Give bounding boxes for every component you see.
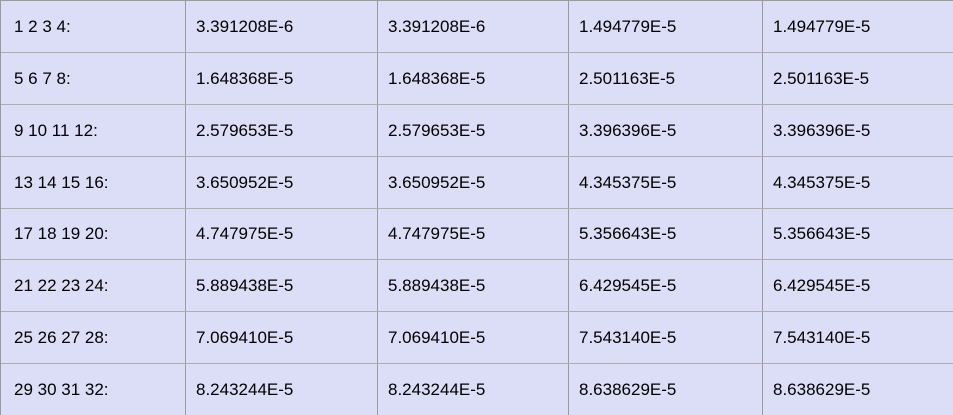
table-row[interactable]: 1 2 3 4: 3.391208E-6 3.391208E-6 1.49477… — [1, 1, 953, 52]
value-cell: 6.429545E-5 — [569, 260, 763, 312]
value-cell: 7.543140E-5 — [569, 312, 763, 364]
value-cell: 4.747975E-5 — [186, 208, 378, 260]
row-label: 29 30 31 32: — [1, 364, 186, 415]
row-label: 17 18 19 20: — [1, 208, 186, 260]
value-cell: 1.648368E-5 — [186, 52, 378, 104]
value-cell: 3.396396E-5 — [773, 120, 871, 140]
row-label: 13 14 15 16: — [1, 156, 186, 208]
row-label: 5 6 7 8: — [1, 52, 186, 104]
table-row[interactable]: 13 14 15 16: 3.650952E-5 3.650952E-5 4.3… — [1, 155, 953, 208]
value-cell: 3.391208E-6 — [186, 1, 378, 52]
value-cell: 3.391208E-6 — [378, 1, 569, 52]
value-cell: 4.345375E-5 — [569, 156, 763, 208]
table-row[interactable]: 29 30 31 32: 8.243244E-5 8.243244E-5 8.6… — [1, 363, 953, 415]
row-label: 21 22 23 24: — [1, 260, 186, 312]
value-cell: 4.345375E-5 — [773, 172, 871, 192]
value-cell: 5.889438E-5 — [378, 260, 569, 312]
row-label: 25 26 27 28: — [1, 312, 186, 364]
value-cell: 1.648368E-5 — [378, 52, 569, 104]
row-label: 1 2 3 4: — [1, 1, 186, 52]
table-row[interactable]: 9 10 11 12: 2.579653E-5 2.579653E-5 3.39… — [1, 103, 953, 156]
value-cell: 2.579653E-5 — [186, 104, 378, 156]
value-cell: 1.494779E-5 — [773, 16, 871, 36]
value-cell: 2.501163E-5 — [569, 52, 763, 104]
value-cell: 7.069410E-5 — [186, 312, 378, 364]
value-cell: 2.579653E-5 — [378, 104, 569, 156]
value-cell: 8.638629E-5 — [773, 380, 871, 400]
value-cell: 2.501163E-5 — [773, 68, 870, 88]
value-cell: 3.650952E-5 — [186, 156, 378, 208]
value-cell: 5.356643E-5 — [773, 224, 871, 244]
value-cell: 3.396396E-5 — [569, 104, 763, 156]
table-row[interactable]: 17 18 19 20: 4.747975E-5 4.747975E-5 5.3… — [1, 207, 953, 260]
value-cell: 4.747975E-5 — [378, 208, 569, 260]
value-cell: 8.243244E-5 — [378, 364, 569, 415]
value-cell: 8.243244E-5 — [186, 364, 378, 415]
table-row[interactable]: 21 22 23 24: 5.889438E-5 5.889438E-5 6.4… — [1, 259, 953, 312]
value-cell: 5.889438E-5 — [186, 260, 378, 312]
table-row[interactable]: 5 6 7 8: 1.648368E-5 1.648368E-5 2.50116… — [1, 51, 953, 104]
value-cell: 7.069410E-5 — [378, 312, 569, 364]
value-cell: 6.429545E-5 — [773, 276, 871, 296]
value-cell: 3.650952E-5 — [378, 156, 569, 208]
value-cell: 7.543140E-5 — [773, 328, 871, 348]
value-cell: 1.494779E-5 — [569, 1, 763, 52]
value-cell: 8.638629E-5 — [569, 364, 763, 415]
value-cell: 5.356643E-5 — [569, 208, 763, 260]
row-label: 9 10 11 12: — [1, 104, 186, 156]
table-row[interactable]: 25 26 27 28: 7.069410E-5 7.069410E-5 7.5… — [1, 311, 953, 364]
